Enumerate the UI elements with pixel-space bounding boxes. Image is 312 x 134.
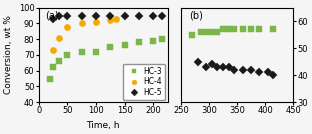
Y-axis label: Conversion, wt %: Conversion, wt % [4,15,13,94]
Legend: HC-3, HC-4, HC-5: HC-3, HC-4, HC-5 [123,64,165,100]
X-axis label: Time, h: Time, h [86,121,120,130]
Text: (b): (b) [189,10,203,21]
Text: (a): (a) [45,10,59,21]
